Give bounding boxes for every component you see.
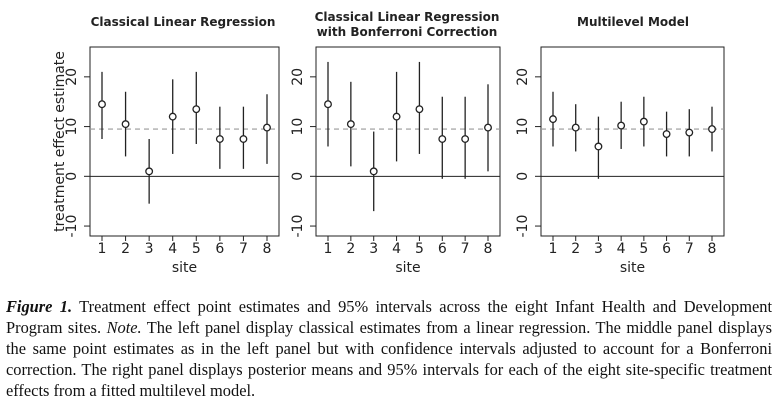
y-tick-label: -10 [64,215,80,238]
x-tick-label: 7 [239,241,248,257]
point-estimate [484,123,492,132]
x-tick-label: 1 [98,241,107,257]
caption-lead: Figure 1. [6,297,73,316]
x-tick-label: 4 [168,241,177,257]
y-tick-label: 10 [515,118,531,136]
point-estimate [415,105,424,114]
y-tick-label: -10 [290,215,306,238]
x-axis-label: site [395,260,420,276]
caption-text-2: The left panel display classical estimat… [6,318,772,400]
point-estimate [215,135,224,143]
plot-frame [89,46,280,237]
point-estimate [145,167,154,176]
point-estimate [392,112,401,121]
plot-frame [315,46,501,237]
x-axis-label: site [172,260,197,276]
x-tick-label: 7 [685,241,694,257]
point-estimate [324,100,332,109]
point-estimate [549,115,557,124]
point-estimate [617,121,626,130]
y-tick-label: 0 [515,172,531,181]
point-estimate [461,135,470,143]
x-tick-label: 3 [594,241,603,257]
y-tick-label: 20 [290,68,306,86]
x-tick-label: 2 [121,241,130,257]
point-estimate [438,135,447,143]
y-tick-label: 0 [290,172,306,181]
chart-panel-3: Multilevel Model -10 0 10 20 1 2 3 4 5 6 7 8 site [515,15,725,276]
point-estimate [263,123,271,132]
point-estimate [594,142,603,151]
point-estimate [192,105,201,114]
y-tick-label: 20 [64,68,80,86]
caption-text-1: Treatment effect point estimates and 95%… [6,297,772,337]
x-tick-label: 7 [461,241,470,257]
x-tick-label: 6 [215,241,224,257]
panel-title: Classical Linear Regression [91,15,276,29]
point-estimate [98,100,106,109]
x-axis-label: site [620,260,645,276]
panel-title: with Bonferroni Correction [317,25,498,39]
plot-frame [540,46,725,237]
y-tick-label: 10 [290,118,306,136]
point-estimate [121,120,130,129]
point-estimate [639,117,648,126]
y-axis-label: treatment effect estimate [52,51,68,232]
x-tick-label: 2 [346,241,355,257]
x-tick-label: 8 [484,241,493,257]
x-tick-label: 1 [549,241,558,257]
x-tick-label: 3 [369,241,378,257]
point-estimate [239,135,248,143]
panel-title: Classical Linear Regression [315,10,500,24]
x-tick-label: 1 [324,241,333,257]
y-tick-label: -10 [515,215,531,238]
chart-panel-1: Classical Linear Regression -10 0 10 20 1 2 3 4 5… [52,15,280,276]
x-tick-label: 5 [192,241,201,257]
x-tick-label: 6 [662,241,671,257]
x-tick-label: 5 [639,241,648,257]
point-estimate [662,130,671,138]
x-tick-label: 8 [263,241,272,257]
point-estimate [708,125,716,134]
point-estimate [369,167,378,176]
x-tick-label: 3 [145,241,154,257]
y-tick-label: 20 [515,68,531,86]
y-tick-label: 10 [64,118,80,136]
y-tick-label: 0 [64,172,80,181]
x-tick-label: 4 [617,241,626,257]
x-tick-label: 4 [392,241,401,257]
point-estimate [571,123,580,132]
x-tick-label: 6 [438,241,447,257]
x-tick-label: 5 [415,241,424,257]
point-estimate [346,120,355,129]
x-tick-label: 2 [571,241,580,257]
point-estimate [685,128,694,137]
caption-note-label: Note. [106,318,142,337]
point-estimate [168,112,177,121]
panel-title: Multilevel Model [577,15,689,29]
x-tick-label: 8 [708,241,717,257]
figure-caption: Figure 1. Treatment effect point estimat… [6,296,772,401]
